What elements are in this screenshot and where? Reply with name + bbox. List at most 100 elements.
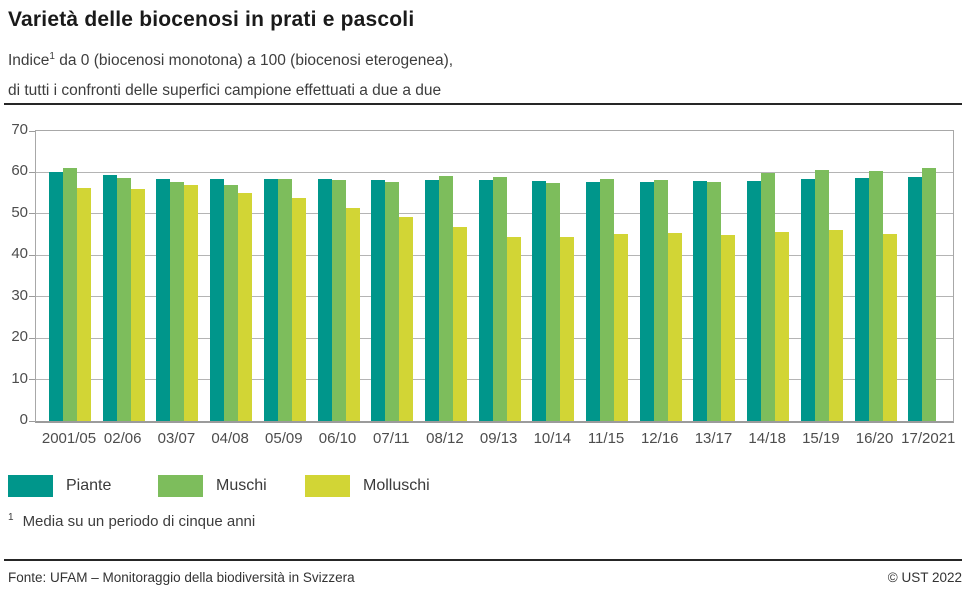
bar-group-14-18 [747,172,790,421]
bar-molluschi [775,232,790,421]
legend-item-piante: Piante [8,475,111,497]
y-axis-label: 20 [11,328,28,346]
subtitle-line2: di tutti i confronti delle superfici cam… [8,82,442,99]
footnote-marker: 1 [49,51,55,62]
bar-molluschi [721,235,736,421]
bar-piante [639,181,654,421]
bar-molluschi [77,187,91,421]
y-axis-label: 70 [11,121,28,138]
x-axis-label: 10/14 [533,430,572,447]
bar-group-09-13 [478,176,521,421]
legend-swatch [8,475,53,497]
bar-muschi [600,179,615,421]
bar-group-12-16 [639,179,682,421]
bar-group-04-08 [210,178,253,421]
bar-muschi [170,181,185,421]
bar-molluschi [452,226,467,421]
bar-muschi [224,184,239,421]
bar-group-05-09 [263,178,306,421]
x-axis-label: 2001/05 [41,430,97,447]
footer-divider [4,559,962,561]
bar-group-06-10 [317,179,360,421]
y-axis-label: 60 [11,162,28,180]
x-axis-label: 16/20 [855,430,894,447]
bar-muschi [814,170,829,421]
bar-muschi [492,176,507,421]
bar-group-10-14 [532,180,575,421]
subtitle-line1: Indice1 da 0 (biocenosi monotona) a 100 … [8,51,454,69]
y-axis-tick [29,254,35,256]
x-axis-label: 12/16 [640,430,679,447]
bar-muschi [277,178,292,421]
bar-molluschi [184,185,199,421]
bar-muschi [868,170,883,421]
bar-molluschi [345,208,360,421]
bar-piante [747,180,762,421]
x-axis-label: 02/06 [103,430,142,447]
header-divider [4,103,962,105]
bar-muschi [707,181,722,421]
bar-piante [263,179,278,421]
page-title: Varietà delle biocenosi in prati e pasco… [8,8,415,31]
bar-piante [854,178,869,421]
copyright-text: © UST 2022 [887,570,962,585]
y-axis-label: 10 [11,369,28,387]
chart-legend: Piante Muschi Molluschi [0,475,969,497]
bar-molluschi [882,233,897,421]
bar-piante [532,180,547,421]
bar-muschi [922,167,937,421]
legend-item-muschi: Muschi [158,475,267,497]
y-axis-tick [29,213,35,215]
x-axis-label: 11/15 [587,430,625,447]
plot-area [29,130,954,423]
bar-piante [800,179,815,421]
y-axis-label: 50 [11,203,28,221]
bar-group-03-07 [156,178,199,421]
bar-molluschi [614,233,629,421]
legend-label: Piante [66,477,112,494]
bar-piante [693,181,708,421]
bar-piante [156,178,171,421]
bar-piante [586,181,601,421]
footnote: 1 Media su un periodo di cinque anni [8,512,256,530]
legend-swatch [158,475,203,497]
x-axis-label: 06/10 [318,430,357,447]
bar-group-11-15 [586,179,629,421]
bar-molluschi [238,193,253,421]
y-axis-tick [29,379,35,381]
bar-muschi [331,179,346,421]
bar-group-07-11 [371,180,414,421]
x-axis-label: 13/17 [694,430,733,447]
bar-piante [371,180,386,421]
y-axis-label: 0 [19,411,28,428]
bar-piante [424,179,439,421]
x-axis-label: 14/18 [748,430,786,447]
bar-muschi [653,179,668,421]
x-axis-label: 07/11 [373,430,410,447]
bar-group-08-12 [424,176,467,421]
bar-group-13-17 [693,181,736,421]
x-axis-label: 09/13 [479,430,518,447]
bar-muschi [385,181,400,421]
x-axis-label: 08/12 [426,430,464,447]
bar-group-17-2021 [908,167,937,421]
bar-molluschi [130,189,145,421]
bar-chart: 0 10 20 30 40 50 60 70 2001/05 02/06 03/07 04/08 05/… [11,121,955,447]
bar-piante [478,180,493,421]
bar-molluschi [506,236,521,421]
x-axis-label: 03/07 [157,430,196,447]
bar-muschi [546,183,561,421]
bar-molluschi [667,232,682,421]
bar-group-2001-05 [49,168,91,421]
x-axis-label: 04/08 [211,430,249,447]
y-axis-tick [29,171,35,173]
y-axis-label: 40 [11,245,28,263]
bar-piante [49,172,63,421]
y-axis-tick [29,337,35,339]
legend-item-molluschi: Molluschi [305,475,430,497]
bar-muschi [438,176,453,421]
y-axis-tick [29,296,35,298]
bar-muschi [63,168,77,421]
chart-subtitle: Indice1 da 0 (biocenosi monotona) a 100 … [8,42,453,106]
